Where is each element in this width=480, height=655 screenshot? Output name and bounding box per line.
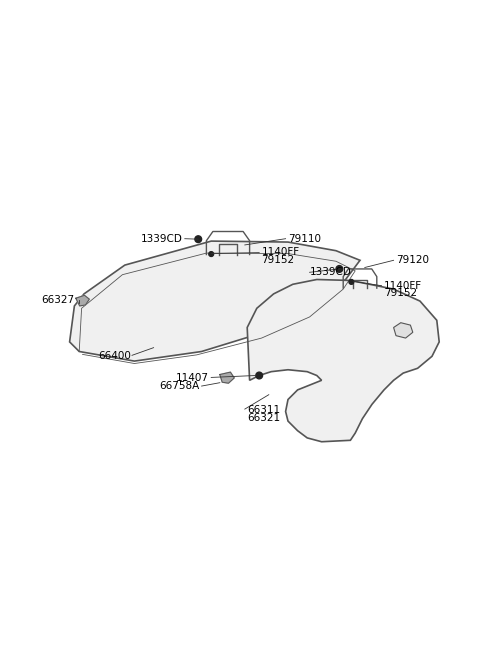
Circle shape	[336, 265, 343, 272]
PathPatch shape	[394, 323, 413, 338]
Text: 79152: 79152	[384, 288, 417, 299]
PathPatch shape	[70, 241, 360, 361]
Circle shape	[195, 236, 202, 242]
Text: 66321: 66321	[247, 413, 280, 422]
Text: 66327: 66327	[41, 295, 74, 305]
Text: 79120: 79120	[396, 255, 429, 265]
Text: 1339CD: 1339CD	[310, 267, 351, 277]
Text: 66400: 66400	[98, 351, 131, 362]
Text: 79110: 79110	[288, 234, 321, 244]
Circle shape	[349, 280, 354, 284]
PathPatch shape	[247, 280, 439, 441]
Circle shape	[209, 252, 214, 257]
Text: 66311: 66311	[247, 405, 280, 415]
Circle shape	[256, 372, 263, 379]
Text: 1140FF: 1140FF	[262, 247, 300, 257]
Text: 1339CD: 1339CD	[141, 234, 182, 244]
Text: 11407: 11407	[176, 373, 209, 383]
Polygon shape	[76, 295, 89, 306]
Text: 66758A: 66758A	[159, 381, 199, 391]
Text: 79152: 79152	[262, 255, 295, 265]
Polygon shape	[220, 372, 234, 383]
Text: 1140FF: 1140FF	[384, 281, 422, 291]
